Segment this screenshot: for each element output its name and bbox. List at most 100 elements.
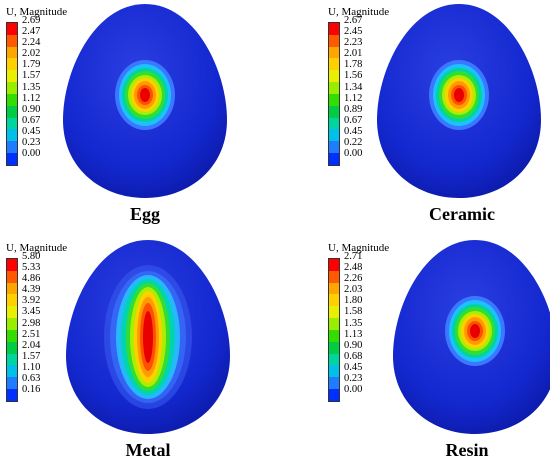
legend-value: 0.23 (22, 137, 41, 149)
legend-color-band (329, 377, 339, 390)
legend-value: 1.34 (344, 81, 363, 93)
panel-caption: Ceramic (429, 204, 495, 224)
panel-metal: U, Magnitude 5.80 5.33 4.86 4.39 3.92 3.45 2.9… (0, 236, 275, 467)
panel-resin: U, Magnitude 2.71 2.48 2.26 2.03 1.80 1.58 1.3… (322, 236, 550, 467)
legend-color-band (7, 389, 17, 401)
legend-color-band (329, 270, 339, 283)
legend-color-band (7, 377, 17, 390)
legend-color-band (7, 294, 17, 307)
legend-value: 0.00 (22, 148, 41, 160)
panel-caption: Metal (125, 440, 171, 460)
legend-color-band (329, 365, 339, 378)
legend-color-band (7, 82, 17, 94)
legend-title: U, Magnitude (328, 242, 390, 254)
legend-value: 5.80 (22, 251, 41, 262)
legend-color-band (7, 259, 17, 271)
legend-color-band (329, 329, 339, 342)
legend-value: 2.47 (22, 26, 41, 38)
legend-value: 2.98 (22, 317, 41, 329)
legend-color-band (7, 34, 17, 47)
legend-value: 1.58 (344, 306, 363, 318)
legend-value: 2.01 (344, 48, 363, 60)
legend-value: 0.63 (22, 373, 41, 385)
panel-ceramic: U, Magnitude 2.67 2.45 2.23 2.01 1.78 1.56 1.3… (322, 0, 550, 231)
legend-color-band (329, 70, 339, 83)
legend-value: 3.92 (22, 295, 41, 307)
panel-egg: U, Magnitude 2.69 2.47 2.24 2.02 1.79 1.57 1.3… (0, 0, 275, 231)
legend-value: 1.79 (22, 59, 41, 71)
legend-color-band (7, 153, 17, 165)
legend-value: 2.71 (344, 251, 363, 262)
legend-color-band (7, 23, 17, 35)
color-legend-bar (328, 22, 340, 166)
legend-color-band (329, 306, 339, 319)
legend-color-band (329, 34, 339, 47)
legend-value: 2.51 (22, 328, 41, 340)
displacement-contour (470, 324, 480, 338)
legend-labels: 2.71 2.48 2.26 2.03 1.80 1.58 1.35 1.13 0.90 0.68… (344, 251, 362, 395)
legend-color-band (329, 46, 339, 59)
legend-value: 0.90 (22, 103, 41, 115)
legend-color-band (7, 93, 17, 106)
legend-color-band (329, 141, 339, 154)
color-legend-bar (328, 258, 340, 402)
legend-value: 2.02 (22, 48, 41, 60)
legend-value: 2.26 (344, 273, 363, 285)
legend-value: 4.86 (22, 273, 41, 285)
legend-value: 2.23 (344, 37, 363, 49)
legend-color-band (7, 129, 17, 142)
legend-value: 1.13 (344, 328, 363, 340)
legend-color-band (7, 46, 17, 59)
legend-color-band (329, 389, 339, 401)
legend-labels: 5.80 5.33 4.86 4.39 3.92 3.45 2.98 2.51 2.04 1.57… (22, 251, 40, 395)
legend-value: 2.24 (22, 37, 41, 49)
legend-color-band (329, 153, 339, 165)
legend-color-band (329, 82, 339, 94)
legend-color-band (7, 341, 17, 354)
legend-value: 1.35 (22, 81, 41, 93)
legend-color-band (7, 58, 17, 71)
legend-value: 0.89 (344, 103, 363, 115)
legend-value: 0.45 (344, 361, 363, 373)
legend-value: 3.45 (22, 306, 41, 318)
legend-color-band (7, 117, 17, 130)
legend-color-band (329, 23, 339, 35)
legend-labels: 2.67 2.45 2.23 2.01 1.78 1.56 1.34 1.12 0.89 0.67… (344, 15, 362, 159)
legend-value: 2.03 (344, 284, 363, 296)
legend-color-band (7, 105, 17, 118)
legend-value: 0.45 (344, 125, 363, 137)
displacement-contour (143, 311, 153, 363)
legend-color-band (329, 129, 339, 142)
legend-color-band (7, 365, 17, 378)
legend-value: 0.23 (344, 373, 363, 385)
legend-value: 0.00 (344, 148, 363, 160)
legend-value: 2.67 (344, 15, 363, 26)
legend-color-band (329, 93, 339, 106)
color-legend-bar (6, 258, 18, 402)
resin-contour-plot (393, 240, 550, 434)
legend-value: 1.12 (22, 92, 41, 104)
legend-value: 0.67 (22, 114, 41, 126)
legend-value: 2.45 (344, 26, 363, 38)
legend-value: 0.22 (344, 137, 363, 149)
legend-title: U, Magnitude (6, 6, 68, 18)
legend-color-band (7, 353, 17, 366)
legend-labels: 2.69 2.47 2.24 2.02 1.79 1.57 1.35 1.12 0.90 0.67… (22, 15, 40, 159)
legend-color-band (329, 294, 339, 307)
legend-value: 2.04 (22, 339, 41, 351)
legend-color-band (329, 58, 339, 71)
legend-value: 1.35 (344, 317, 363, 329)
legend-color-band (329, 117, 339, 130)
legend-value: 2.69 (22, 15, 41, 26)
legend-color-band (7, 329, 17, 342)
legend-color-band (7, 318, 17, 330)
legend-color-band (7, 306, 17, 319)
metal-contour-plot (66, 240, 230, 434)
legend-color-band (329, 341, 339, 354)
legend-title: U, Magnitude (328, 6, 390, 18)
legend-value: 0.68 (344, 350, 363, 362)
legend-value: 0.90 (344, 339, 363, 351)
legend-value: 5.33 (22, 262, 41, 274)
legend-title: U, Magnitude (6, 242, 68, 254)
legend-value: 0.16 (22, 384, 41, 396)
